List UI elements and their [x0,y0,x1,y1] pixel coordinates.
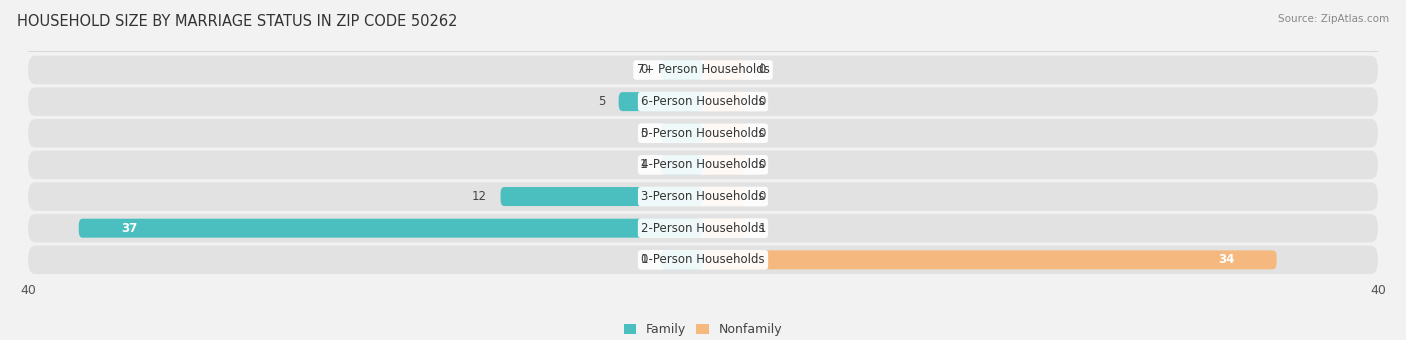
FancyBboxPatch shape [661,155,703,174]
Text: 5-Person Households: 5-Person Households [641,127,765,140]
FancyBboxPatch shape [501,187,703,206]
FancyBboxPatch shape [28,56,1378,84]
Text: 0: 0 [759,64,766,76]
FancyBboxPatch shape [661,61,703,80]
FancyBboxPatch shape [703,250,1277,269]
FancyBboxPatch shape [703,124,745,143]
FancyBboxPatch shape [28,151,1378,179]
Text: HOUSEHOLD SIZE BY MARRIAGE STATUS IN ZIP CODE 50262: HOUSEHOLD SIZE BY MARRIAGE STATUS IN ZIP… [17,14,457,29]
Text: 0: 0 [640,127,647,140]
Text: 1: 1 [640,158,647,171]
FancyBboxPatch shape [703,187,745,206]
FancyBboxPatch shape [703,61,745,80]
FancyBboxPatch shape [703,219,745,238]
Text: 12: 12 [472,190,486,203]
FancyBboxPatch shape [28,87,1378,116]
Text: 1-Person Households: 1-Person Households [641,253,765,266]
Text: 0: 0 [759,158,766,171]
Text: 0: 0 [640,64,647,76]
FancyBboxPatch shape [703,92,745,111]
Text: 37: 37 [121,222,138,235]
FancyBboxPatch shape [661,124,703,143]
Text: 7+ Person Households: 7+ Person Households [637,64,769,76]
FancyBboxPatch shape [28,119,1378,148]
Text: 4-Person Households: 4-Person Households [641,158,765,171]
FancyBboxPatch shape [661,250,703,269]
FancyBboxPatch shape [28,214,1378,242]
Text: Source: ZipAtlas.com: Source: ZipAtlas.com [1278,14,1389,23]
Text: 1: 1 [759,222,766,235]
Text: 34: 34 [1218,253,1234,266]
FancyBboxPatch shape [79,219,703,238]
Text: 0: 0 [759,95,766,108]
FancyBboxPatch shape [28,245,1378,274]
Text: 3-Person Households: 3-Person Households [641,190,765,203]
FancyBboxPatch shape [619,92,703,111]
Legend: Family, Nonfamily: Family, Nonfamily [619,318,787,340]
Text: 5: 5 [598,95,605,108]
FancyBboxPatch shape [703,155,745,174]
Text: 0: 0 [640,253,647,266]
Text: 6-Person Households: 6-Person Households [641,95,765,108]
Text: 2-Person Households: 2-Person Households [641,222,765,235]
FancyBboxPatch shape [28,182,1378,211]
Text: 0: 0 [759,127,766,140]
Text: 0: 0 [759,190,766,203]
